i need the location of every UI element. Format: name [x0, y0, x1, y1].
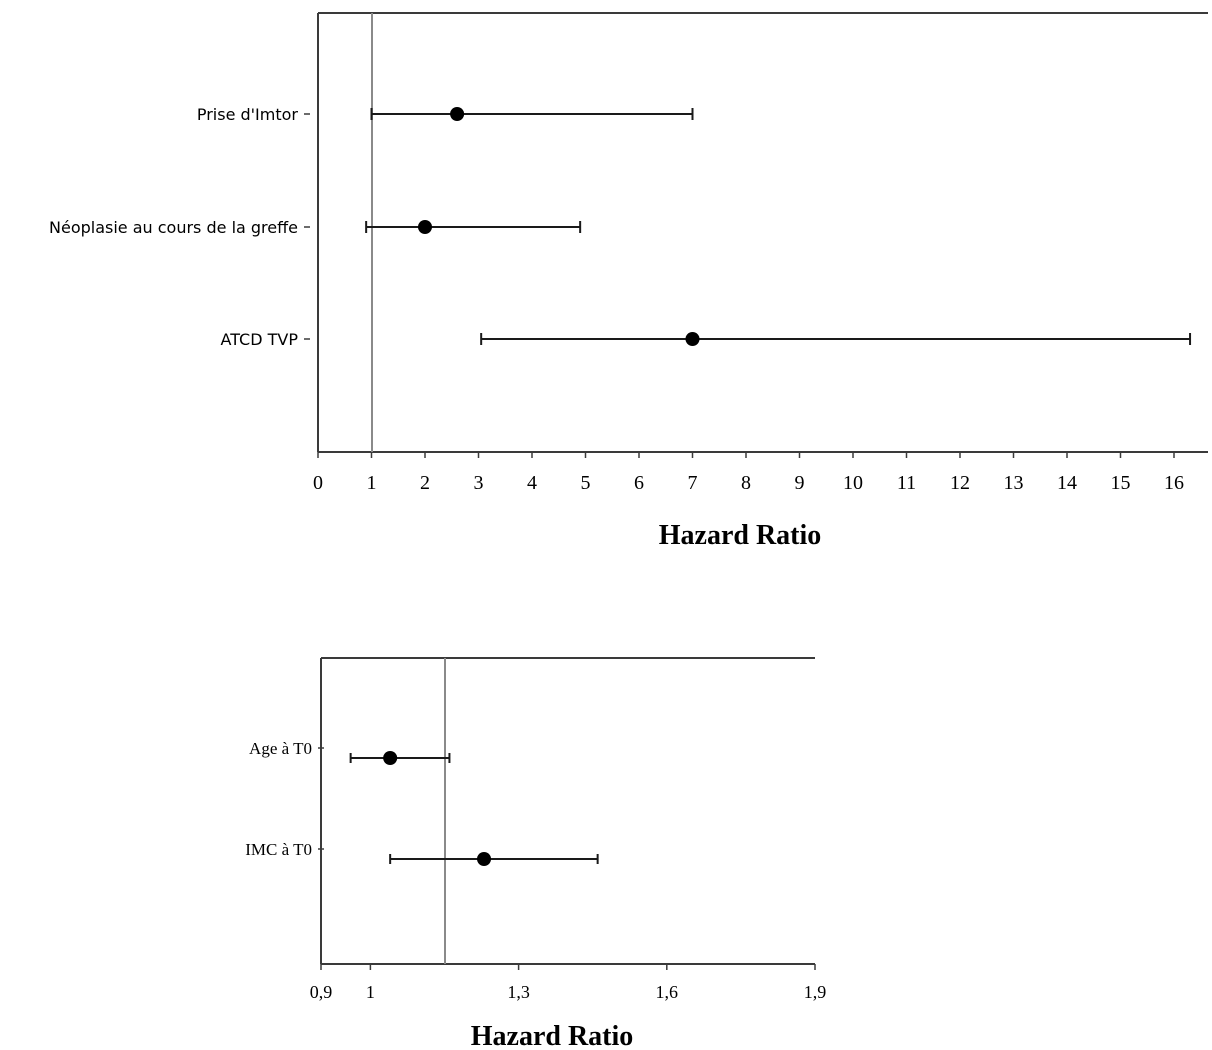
chart1-x-tick-label: 10: [843, 472, 863, 494]
chart1-row: Prise d'Imtor: [197, 105, 694, 124]
chart1-x-tick-label: 3: [474, 472, 484, 494]
chart2-ticks: 0,9 1 1,3 1,6 1,9: [310, 964, 827, 1002]
chart1-x-tick-label: 7: [688, 472, 698, 494]
chart2-row: Age à T0: [249, 739, 451, 765]
chart1-x-tick-label: 6: [634, 472, 644, 494]
chart2-x-tick-label: 1,6: [656, 982, 679, 1002]
chart2-xlabel: Hazard Ratio: [471, 1021, 634, 1050]
chart1-x-tick-label: 9: [795, 472, 805, 494]
hazard-ratio-point: [383, 751, 398, 765]
chart1-x-tick-label: 5: [581, 472, 591, 494]
chart1-rows: Prise d'Imtor Néoplasie au cours de la gr…: [49, 105, 1192, 349]
chart1-x-tick-label: 1: [367, 472, 377, 494]
chart2-x-tick-label: 1: [366, 982, 375, 1002]
chart1-x-tick-label: 11: [897, 472, 916, 494]
chart2-x-tick-label: 1,3: [507, 982, 530, 1002]
row-label: ATCD TVP: [221, 330, 299, 349]
hazard-ratio-point: [685, 332, 700, 346]
chart1-x-tick-label: 16: [1164, 472, 1184, 494]
chart1-x-tick-label: 8: [741, 472, 751, 494]
chart1-x-tick-label: 2: [420, 472, 430, 494]
row-label: IMC à T0: [245, 840, 312, 859]
chart1-x-tick-label: 4: [527, 472, 537, 494]
chart1: 0 1 2 3 4 5 6 7 8 9 10 11 12 13 14 15 16 Prise d'ImtorNé…: [49, 12, 1208, 551]
chart1-x-tick-label: 12: [950, 472, 970, 494]
row-label: Age à T0: [249, 739, 312, 758]
hazard-ratio-point: [477, 852, 492, 866]
chart2-x-tick-label: 0,9: [310, 982, 333, 1002]
chart2-rows: Age à T0 IMC à T0: [245, 739, 599, 866]
row-label: Néoplasie au cours de la greffe: [49, 218, 298, 237]
chart1-row: ATCD TVP: [221, 330, 1192, 349]
hazard-ratio-point: [418, 220, 432, 234]
chart1-ticks: 0 1 2 3 4 5 6 7 8 9 10 11 12 13 14 15 16: [313, 452, 1184, 494]
chart2: 0,9 1 1,3 1,6 1,9 Age à T0 IMC à T0 Hazard Ra…: [245, 657, 827, 1050]
chart2-row: IMC à T0: [245, 840, 599, 866]
hazard-ratio-point: [450, 107, 465, 121]
chart1-x-tick-label: 14: [1057, 472, 1077, 494]
chart1-xlabel: Hazard Ratio: [659, 520, 822, 551]
chart1-x-tick-label: 0: [313, 472, 323, 494]
row-label: Prise d'Imtor: [197, 105, 299, 124]
chart1-x-tick-label: 15: [1111, 472, 1131, 494]
chart2-x-tick-label: 1,9: [804, 982, 827, 1002]
chart1-row: Néoplasie au cours de la greffe: [49, 218, 582, 237]
chart1-x-tick-label: 13: [1004, 472, 1024, 494]
